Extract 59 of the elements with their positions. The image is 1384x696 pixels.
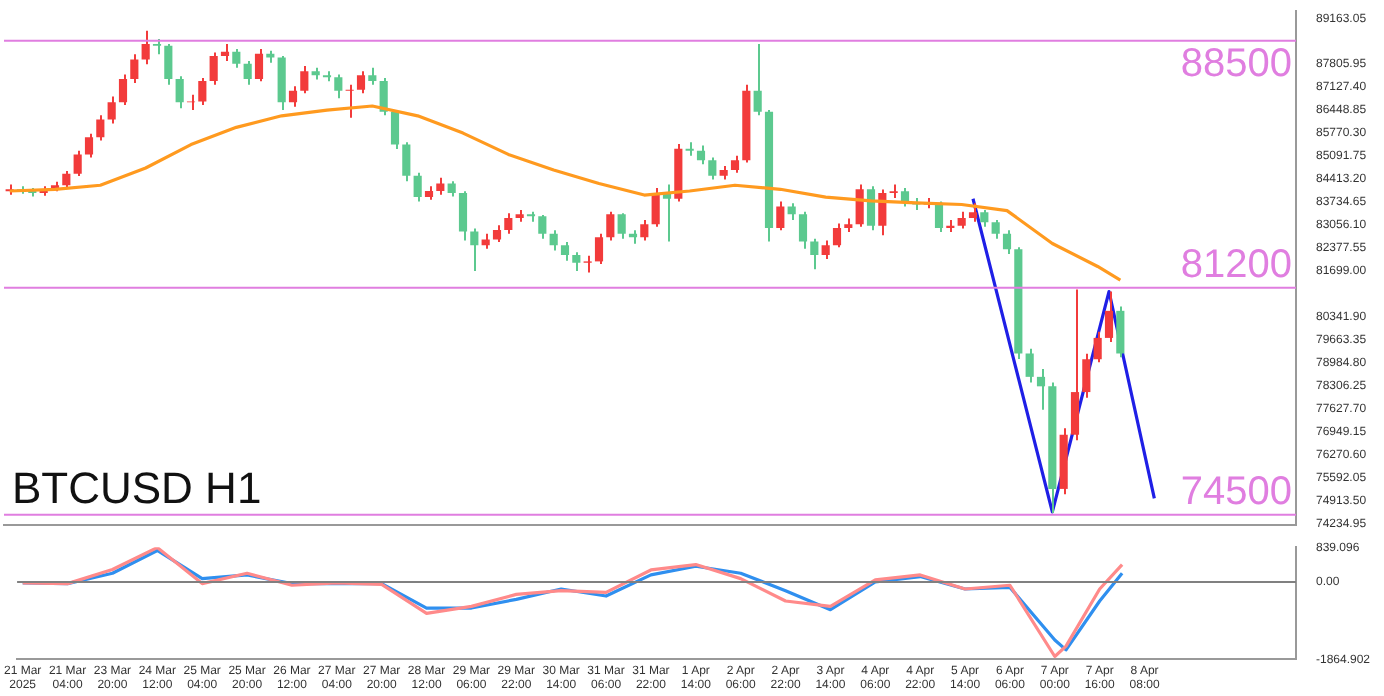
candlestick: [866, 185, 876, 232]
candlestick: [96, 114, 105, 142]
candlestick: [821, 239, 830, 261]
candlestick: [334, 73, 343, 100]
candlestick: [504, 212, 513, 235]
candlestick: [84, 132, 94, 159]
candlestick: [243, 59, 252, 86]
candlestick: [560, 241, 570, 262]
candlestick: [1116, 305, 1125, 359]
candlestick: [708, 156, 717, 181]
candlestick: [141, 29, 150, 66]
candlestick: [572, 251, 581, 272]
candlestick: [164, 43, 173, 86]
candlestick: [1025, 347, 1034, 384]
ref-line-label: 81200: [1180, 242, 1292, 287]
candlestick: [345, 83, 354, 119]
candlestick: [1093, 330, 1102, 364]
candlestick: [288, 85, 298, 108]
candlestick: [696, 144, 706, 166]
candlestick: [130, 53, 139, 84]
candlestick: [753, 43, 762, 117]
candlestick: [1082, 352, 1091, 399]
candlestick: [413, 171, 422, 203]
candlestick: [640, 219, 649, 242]
candlestick: [968, 202, 978, 223]
candlestick: [254, 48, 264, 83]
candlestick: [538, 214, 547, 240]
candlestick: [991, 219, 1000, 240]
candlestick: [390, 109, 400, 150]
candlestick: [776, 200, 785, 232]
text: BTCUSD H1: [12, 462, 262, 513]
candlestick: [1036, 368, 1046, 411]
candlestick: [175, 75, 184, 110]
candlestick: [232, 48, 241, 69]
candlestick: [209, 51, 218, 86]
candlestick: [402, 141, 411, 183]
candlestick: [934, 200, 944, 233]
candlestick: [1104, 290, 1114, 343]
candlestick: [878, 188, 887, 237]
candlestick: [300, 65, 309, 95]
candlestick: [832, 222, 842, 249]
candlestick: [470, 227, 479, 272]
candlestick: [458, 190, 468, 242]
candlestick: [356, 70, 366, 95]
candlestick: [549, 229, 558, 252]
candlestick: [606, 210, 615, 242]
candlestick: [118, 73, 128, 106]
candlestick: [1070, 288, 1080, 442]
ref-line-label: 88500: [1180, 41, 1292, 86]
ref-line-label: 74500: [1180, 469, 1292, 514]
candlestick: [617, 212, 626, 240]
candlestick: [198, 76, 207, 106]
candlestick: [810, 237, 819, 271]
candlestick: [1002, 229, 1012, 255]
candlestick: [594, 232, 604, 266]
candlestick: [73, 149, 82, 178]
candlestick: [798, 210, 808, 250]
candlestick: [107, 95, 116, 125]
candlestick: [277, 54, 286, 112]
